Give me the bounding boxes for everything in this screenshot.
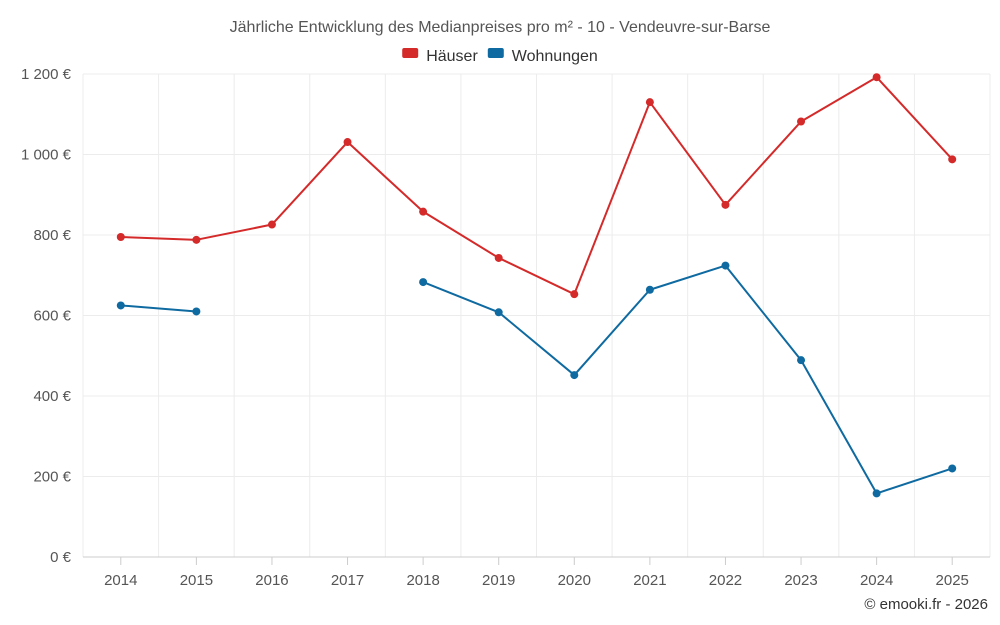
series-haeuser-point[interactable] [494, 253, 503, 262]
series-haeuser-point[interactable] [645, 98, 654, 107]
y-tick-label: 600 € [33, 308, 71, 325]
x-tick-label: 2021 [633, 572, 666, 589]
series-wohnungen-line [422, 264, 953, 495]
series-wohnungen [116, 261, 957, 498]
series-haeuser-point[interactable] [267, 220, 276, 229]
series-wohnungen-point[interactable] [948, 464, 957, 473]
legend-item-haeuser[interactable]: Häuser [402, 48, 478, 65]
series-wohnungen-point[interactable] [570, 371, 579, 380]
y-tick-label: 800 € [33, 227, 71, 244]
series-wohnungen-point[interactable] [419, 278, 428, 287]
y-gridlines [83, 73, 990, 477]
x-tick-label: 2022 [709, 572, 742, 589]
series-group [116, 73, 957, 498]
series-haeuser-point[interactable] [872, 73, 881, 82]
series-haeuser-point[interactable] [721, 200, 730, 209]
y-tick-label: 1 200 € [21, 66, 72, 83]
series-haeuser-point[interactable] [570, 290, 579, 299]
series-wohnungen-point[interactable] [494, 308, 503, 317]
y-tick-label: 0 € [50, 549, 72, 566]
x-tick-label: 2017 [331, 572, 364, 589]
x-tick-label: 2025 [936, 572, 969, 589]
series-wohnungen-point[interactable] [721, 261, 730, 270]
series-haeuser [116, 73, 957, 299]
legend-label: Häuser [426, 48, 478, 65]
chart-title: Jährliche Entwicklung des Medianpreises … [230, 19, 771, 36]
x-tick-label: 2014 [104, 572, 137, 589]
y-tick-label: 400 € [33, 388, 71, 405]
series-wohnungen-line [120, 304, 197, 313]
series-wohnungen-point[interactable] [645, 285, 654, 294]
x-tick-label: 2018 [406, 572, 439, 589]
x-tick-label: 2024 [860, 572, 893, 589]
y-axis-ticks: 0 € 200 € 400 € 600 € 800 € 1 000 € 1 200 € [21, 66, 72, 566]
legend-swatch [487, 48, 504, 58]
x-tick-label: 2019 [482, 572, 515, 589]
series-haeuser-point[interactable] [419, 207, 428, 216]
x-axis-ticks: 2014 2015 2016 2017 2018 2019 2020 2021 2022 2023… [104, 557, 969, 589]
legend-item-wohnungen[interactable]: Wohnungen [487, 48, 598, 65]
x-tick-label: 2020 [558, 572, 591, 589]
series-haeuser-point[interactable] [192, 235, 201, 244]
x-tick-label: 2016 [255, 572, 288, 589]
legend-swatch [402, 48, 419, 58]
series-wohnungen-point[interactable] [116, 301, 125, 310]
series-wohnungen-point[interactable] [797, 356, 806, 365]
y-tick-label: 200 € [33, 469, 71, 486]
series-haeuser-point[interactable] [797, 117, 806, 126]
series-wohnungen-point[interactable] [872, 489, 881, 498]
series-wohnungen-point[interactable] [192, 307, 201, 316]
series-haeuser-point[interactable] [948, 155, 957, 164]
series-haeuser-point[interactable] [343, 138, 352, 147]
legend-label: Wohnungen [512, 48, 598, 65]
credit-text: © emooki.fr - 2026 [864, 596, 988, 613]
series-haeuser-point[interactable] [116, 233, 125, 242]
y-tick-label: 1 000 € [21, 147, 72, 164]
legend: Häuser Wohnungen [402, 48, 598, 65]
x-tick-label: 2015 [180, 572, 213, 589]
series-haeuser-line [120, 76, 953, 296]
x-tick-label: 2023 [784, 572, 817, 589]
